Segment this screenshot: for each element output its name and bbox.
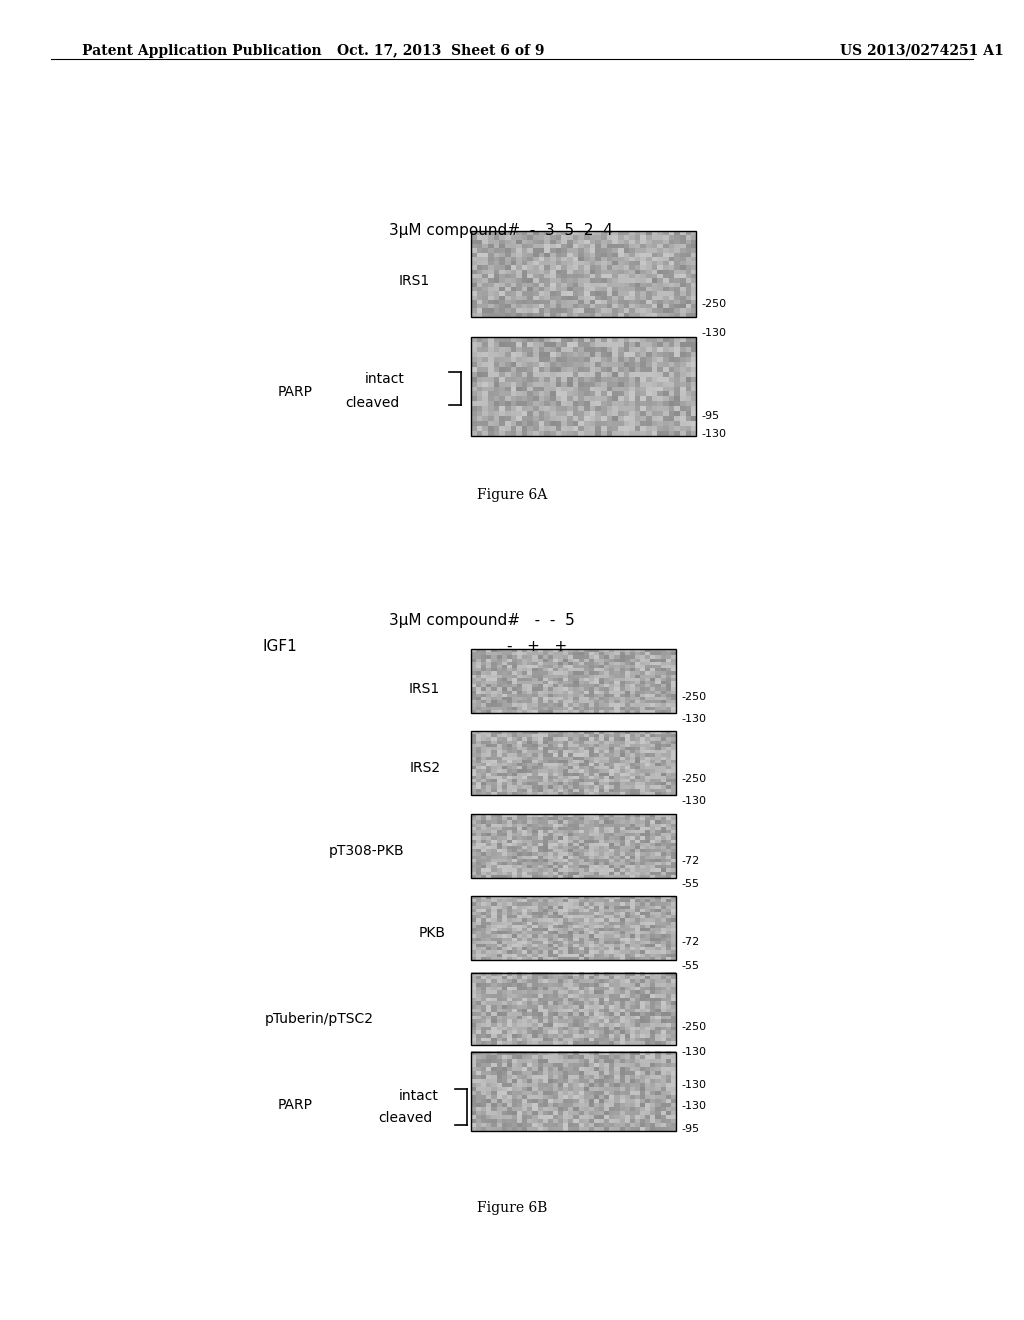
Text: -55: -55 xyxy=(681,961,699,972)
Bar xyxy=(471,337,696,436)
Text: pT308-PKB: pT308-PKB xyxy=(329,845,404,858)
Text: -250: -250 xyxy=(681,774,707,784)
Text: PARP: PARP xyxy=(278,385,312,399)
Text: intact: intact xyxy=(365,372,404,385)
Text: intact: intact xyxy=(398,1089,438,1102)
Text: -250: -250 xyxy=(701,298,727,309)
Text: Patent Application Publication: Patent Application Publication xyxy=(82,44,322,58)
Text: -72: -72 xyxy=(681,937,699,948)
Text: IGF1: IGF1 xyxy=(262,639,297,655)
Text: cleaved: cleaved xyxy=(345,396,399,409)
Text: -130: -130 xyxy=(681,1101,706,1111)
Text: -130: -130 xyxy=(701,327,726,338)
Bar xyxy=(471,731,676,795)
Text: -130: -130 xyxy=(681,1047,706,1057)
Bar xyxy=(471,649,676,713)
Text: Oct. 17, 2013  Sheet 6 of 9: Oct. 17, 2013 Sheet 6 of 9 xyxy=(337,44,544,58)
Text: -130: -130 xyxy=(681,714,706,725)
Bar xyxy=(471,896,676,960)
Text: -130: -130 xyxy=(681,796,706,807)
Text: -250: -250 xyxy=(681,1022,707,1032)
Text: Figure 6A: Figure 6A xyxy=(477,488,547,502)
Text: -250: -250 xyxy=(681,692,707,702)
Text: -   +   +: - + + xyxy=(508,639,567,655)
Text: -72: -72 xyxy=(681,855,699,866)
Text: -95: -95 xyxy=(681,1123,699,1134)
Bar xyxy=(471,814,676,878)
Text: US 2013/0274251 A1: US 2013/0274251 A1 xyxy=(840,44,1004,58)
Text: 3μM compound#   -  -  5: 3μM compound# - - 5 xyxy=(389,612,574,628)
Text: cleaved: cleaved xyxy=(378,1111,432,1125)
Text: Figure 6B: Figure 6B xyxy=(477,1201,547,1214)
Bar xyxy=(471,231,696,317)
Text: -130: -130 xyxy=(681,1080,706,1090)
Text: -130: -130 xyxy=(701,429,726,440)
Bar xyxy=(471,1052,676,1131)
Text: 3μM compound#  -  3  5  2  4: 3μM compound# - 3 5 2 4 xyxy=(389,223,613,239)
Text: -95: -95 xyxy=(701,411,720,421)
Bar xyxy=(471,973,676,1045)
Text: IRS2: IRS2 xyxy=(410,762,440,775)
Text: pTuberin/pTSC2: pTuberin/pTSC2 xyxy=(265,1012,374,1026)
Text: -55: -55 xyxy=(681,879,699,890)
Text: IRS1: IRS1 xyxy=(398,275,430,288)
Text: IRS1: IRS1 xyxy=(409,682,440,696)
Text: PKB: PKB xyxy=(419,927,445,940)
Text: PARP: PARP xyxy=(278,1098,312,1111)
